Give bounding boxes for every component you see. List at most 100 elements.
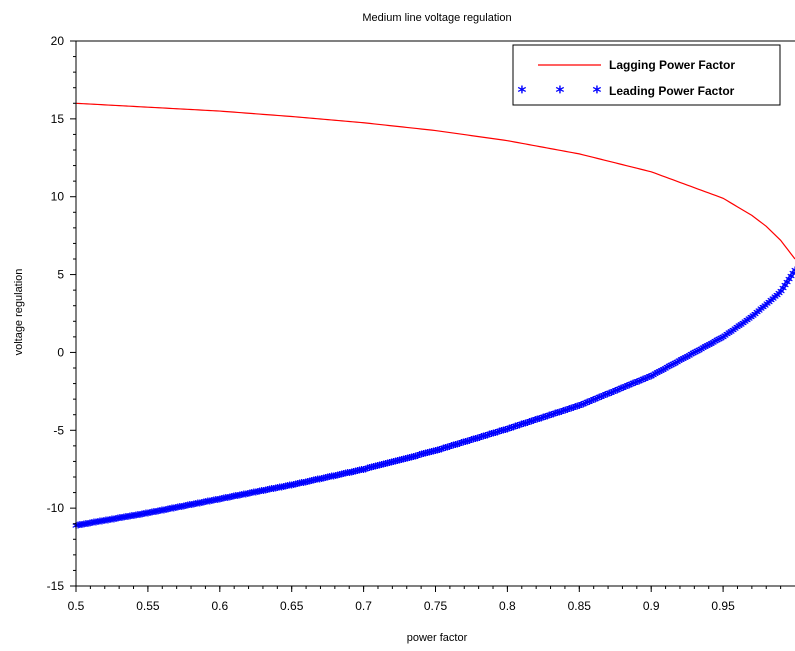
data-point-leading: * (360, 463, 368, 481)
data-point-leading: * (210, 494, 218, 512)
data-point-leading: * (352, 465, 360, 483)
data-point-leading: * (124, 510, 132, 528)
data-point-leading: * (503, 422, 511, 440)
data-point-leading: * (647, 369, 655, 387)
data-point-leading: * (278, 480, 286, 498)
series-line-lagging (75, 102, 795, 260)
data-point-leading: * (92, 515, 100, 533)
data-point-leading: * (577, 398, 585, 416)
data-point-leading: * (679, 352, 687, 370)
data-point-leading: * (218, 492, 226, 510)
data-point-leading: * (599, 389, 607, 407)
data-point-leading: * (458, 436, 466, 454)
data-point-leading: * (344, 466, 352, 484)
data-point-leading: * (585, 395, 593, 413)
data-point-leading: * (246, 487, 254, 505)
data-point-leading: * (705, 338, 713, 356)
data-point-leading: * (631, 376, 639, 394)
data-point-leading: * (96, 515, 104, 533)
data-point-leading: * (697, 342, 705, 360)
data-point-leading: * (204, 495, 212, 513)
data-point-leading: * (424, 446, 432, 464)
data-point-leading: * (539, 411, 547, 429)
data-point-leading: * (342, 467, 350, 485)
data-point-leading: * (334, 468, 342, 486)
data-point-leading: * (194, 497, 202, 515)
data-point-leading: * (288, 478, 296, 496)
data-point-leading: * (759, 300, 767, 318)
data-point-leading: * (787, 270, 795, 288)
data-point-leading: * (615, 382, 623, 400)
data-point-leading: * (238, 488, 246, 506)
data-point-leading: * (364, 462, 372, 480)
data-point-leading: * (767, 294, 775, 312)
data-point-leading: * (164, 502, 172, 520)
data-point-leading: * (168, 502, 176, 520)
data-point-leading: * (276, 481, 284, 499)
data-point-leading: * (248, 486, 256, 504)
data-point-leading: * (340, 467, 348, 485)
data-point-leading: * (617, 382, 625, 400)
data-point-leading: * (186, 498, 194, 516)
data-point-leading: * (587, 394, 595, 412)
axes: 0.5 0.55 0.6 0.65 0.7 0.75 0.8 0.85 0.9 0.95 -15 -1… (47, 34, 795, 613)
data-point-leading: * (603, 387, 611, 405)
data-point-leading: * (142, 507, 150, 525)
data-point-leading: * (138, 507, 146, 525)
data-point-leading: * (741, 315, 749, 333)
data-point-leading: * (252, 485, 260, 503)
data-point-leading: * (645, 370, 653, 388)
data-point-leading: * (308, 474, 316, 492)
data-point-leading: * (190, 497, 198, 515)
data-point-leading: * (555, 405, 563, 423)
data-point-leading: * (438, 442, 446, 460)
data-point-leading: * (82, 517, 90, 535)
chart-title: Medium line voltage regulation (362, 12, 511, 24)
data-point-leading: * (511, 420, 519, 438)
data-point-leading: * (394, 454, 402, 472)
data-point-leading: * (723, 328, 731, 346)
data-point-leading: * (260, 484, 268, 502)
data-point-leading: * (130, 509, 138, 527)
data-point-leading: * (398, 453, 406, 471)
data-point-leading: * (541, 410, 549, 428)
data-point-leading: * (507, 421, 515, 439)
data-point-leading: * (120, 511, 128, 529)
data-point-leading: * (296, 477, 304, 495)
data-point-leading: * (482, 429, 490, 447)
data-point-leading: * (300, 476, 308, 494)
data-point-leading: * (148, 506, 156, 524)
x-tick-label: 0.95 (711, 599, 735, 613)
data-point-leading: * (192, 497, 200, 515)
data-point-leading: * (274, 481, 282, 499)
data-point-leading: * (118, 511, 126, 529)
data-point-leading: * (236, 488, 244, 506)
data-point-leading: * (350, 465, 358, 483)
data-point-leading: * (208, 494, 216, 512)
data-point-leading: * (653, 366, 661, 384)
data-point-leading: * (791, 263, 795, 281)
data-point-leading: * (384, 457, 392, 475)
data-point-leading: * (136, 508, 144, 526)
data-point-leading: * (280, 480, 288, 498)
data-point-leading: * (406, 451, 414, 469)
data-point-leading: * (595, 391, 603, 409)
data-point-leading: * (86, 516, 94, 534)
data-point-leading: * (677, 353, 685, 371)
data-point-leading: * (338, 468, 346, 486)
data-point-leading: * (607, 386, 615, 404)
data-point-leading: * (326, 470, 334, 488)
data-point-leading: * (254, 485, 262, 503)
data-point-leading: * (777, 285, 785, 303)
data-point-leading: * (537, 411, 545, 429)
data-point-leading: * (557, 405, 565, 423)
data-point-leading: * (781, 279, 789, 297)
x-tick-label: 0.65 (280, 599, 304, 613)
data-point-leading: * (362, 462, 370, 480)
data-point-leading: * (703, 339, 711, 357)
data-point-leading: * (695, 343, 703, 361)
data-point-leading: * (464, 434, 472, 452)
data-point-leading: * (380, 458, 388, 476)
data-point-leading: * (589, 393, 597, 411)
data-point-leading: * (376, 459, 384, 477)
